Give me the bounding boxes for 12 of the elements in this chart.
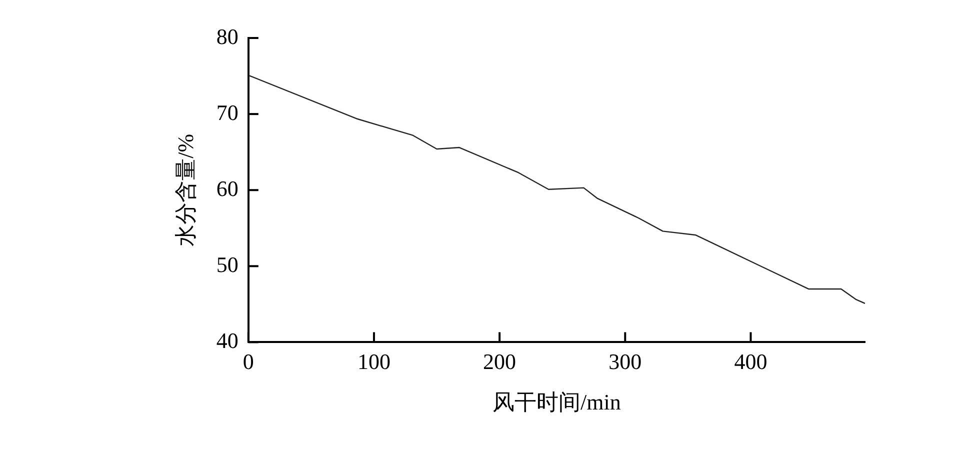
x-tick-label: 400 bbox=[734, 349, 768, 374]
x-tick-label: 300 bbox=[608, 349, 642, 374]
x-tick-label: 100 bbox=[357, 349, 390, 374]
y-tick-label: 70 bbox=[216, 100, 238, 125]
y-tick-label: 60 bbox=[216, 176, 238, 201]
y-tick-label: 80 bbox=[216, 24, 238, 49]
x-tick-label: 0 bbox=[242, 349, 254, 374]
x-axis-title: 风干时间/min bbox=[492, 390, 621, 415]
y-tick-label: 50 bbox=[216, 252, 238, 277]
y-axis-title: 水分含量/% bbox=[172, 134, 198, 246]
x-tick-label: 200 bbox=[483, 349, 516, 374]
y-tick-label: 40 bbox=[216, 328, 238, 353]
